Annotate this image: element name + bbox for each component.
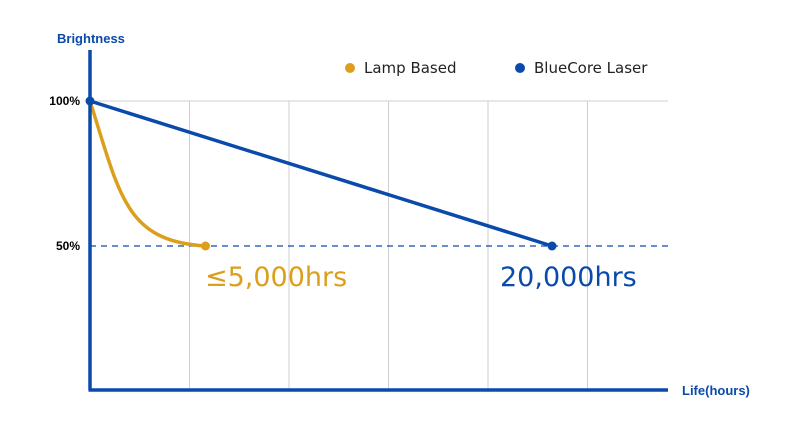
series-end-label-0: ≤5,000hrs — [205, 262, 347, 293]
y-tick-label-1: 50% — [56, 239, 80, 253]
series-group — [85, 96, 557, 251]
legend-marker-1 — [515, 63, 525, 73]
series-endpoint-1 — [547, 241, 557, 251]
legend-label-1: BlueCore Laser — [534, 59, 648, 77]
series-line-0 — [88, 99, 208, 248]
labels-group: Brightness Life(hours) 100% 50% ≤5,000hrs 20,… — [49, 31, 750, 398]
legend-marker-0 — [345, 63, 355, 73]
legend: Lamp Based BlueCore Laser — [345, 59, 648, 77]
series-end-label-1: 20,000hrs — [500, 262, 637, 293]
y-axis-title: Brightness — [57, 31, 125, 46]
series-endpoint-0 — [201, 241, 210, 251]
x-axis-title: Life(hours) — [682, 383, 750, 398]
axes-group — [88, 50, 668, 392]
y-tick-label-0: 100% — [49, 94, 80, 108]
series-line-1 — [88, 99, 554, 248]
legend-label-0: Lamp Based — [364, 59, 457, 77]
